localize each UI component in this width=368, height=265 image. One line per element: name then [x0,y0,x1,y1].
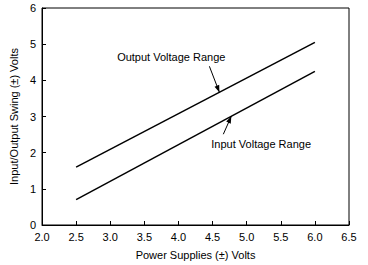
svg-text:Output Voltage Range: Output Voltage Range [117,51,225,63]
svg-text:6: 6 [30,2,36,14]
svg-text:Input/Output Swing (±) Volts: Input/Output Swing (±) Volts [8,48,20,185]
svg-text:0: 0 [30,219,36,231]
svg-text:1: 1 [30,183,36,195]
svg-text:Input Voltage Range: Input Voltage Range [211,138,311,150]
svg-text:4.0: 4.0 [171,231,186,243]
svg-text:3: 3 [30,111,36,123]
svg-text:2.5: 2.5 [68,231,83,243]
svg-text:5: 5 [30,38,36,50]
svg-text:4.5: 4.5 [205,231,220,243]
svg-text:2.0: 2.0 [34,231,49,243]
svg-text:5.5: 5.5 [273,231,288,243]
svg-text:3.5: 3.5 [137,231,152,243]
svg-text:5.0: 5.0 [239,231,254,243]
svg-text:4: 4 [30,74,36,86]
svg-text:6.0: 6.0 [307,231,322,243]
svg-text:3.0: 3.0 [103,231,118,243]
svg-text:6.5: 6.5 [341,231,356,243]
svg-text:2: 2 [30,147,36,159]
svg-text:Power Supplies (±) Volts: Power Supplies (±) Volts [136,249,256,261]
